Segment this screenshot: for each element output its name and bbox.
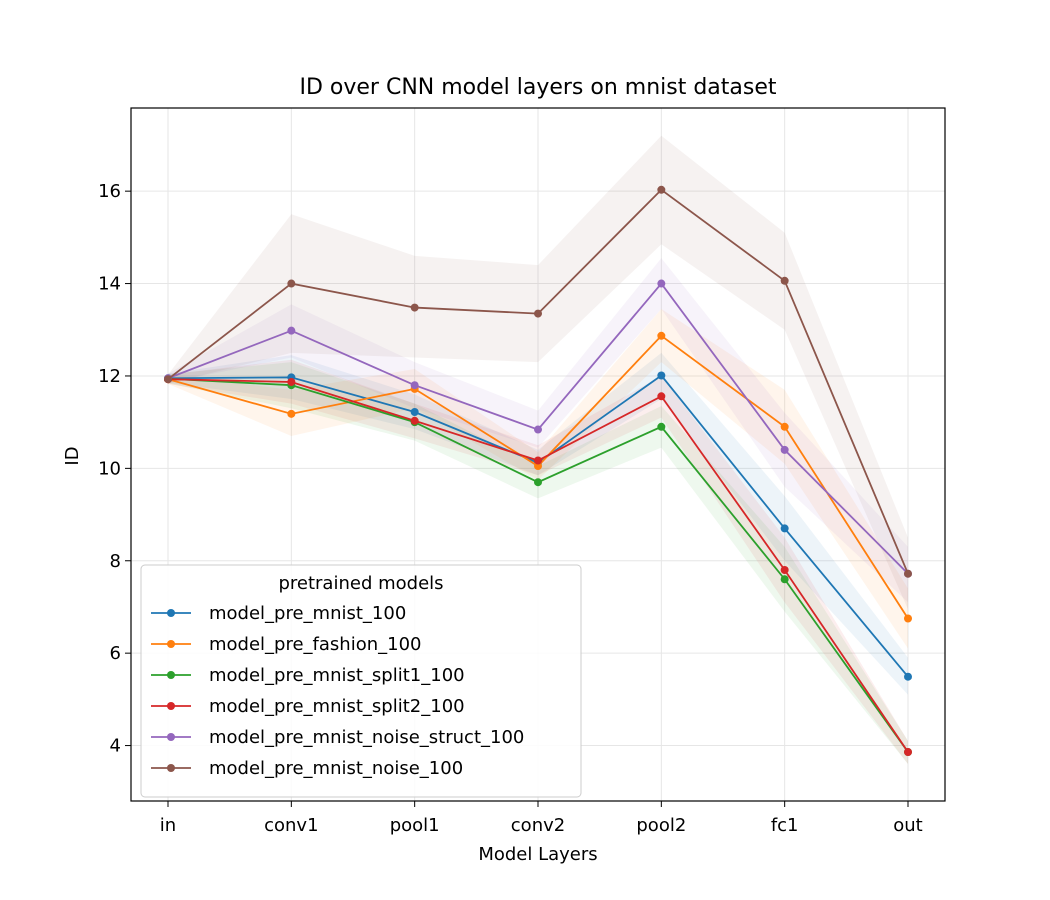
x-tick-label: fc1	[771, 815, 799, 836]
data-point	[780, 276, 789, 285]
data-point	[657, 279, 666, 288]
x-tick-label: conv2	[511, 815, 565, 836]
y-tick-label: 16	[98, 181, 121, 202]
data-point	[287, 377, 296, 386]
data-point	[410, 303, 419, 312]
y-tick-label: 10	[98, 458, 121, 479]
legend-label: model_pre_mnist_split2_100	[209, 696, 465, 717]
data-point	[287, 326, 296, 335]
legend-label: model_pre_mnist_100	[209, 603, 406, 624]
legend-label: model_pre_mnist_split1_100	[209, 665, 465, 686]
y-tick-label: 12	[98, 366, 121, 387]
confidence-band	[168, 362, 908, 765]
x-tick-label: pool1	[390, 815, 440, 836]
legend-label: model_pre_fashion_100	[209, 634, 421, 655]
x-tick-label: in	[160, 815, 176, 836]
x-tick-label: conv1	[264, 815, 318, 836]
x-axis-label: Model Layers	[478, 844, 597, 865]
data-point	[780, 566, 789, 574]
y-tick-label: 8	[110, 551, 121, 572]
grid	[131, 108, 945, 801]
data-point	[657, 371, 666, 380]
x-tick-label: pool2	[636, 815, 686, 836]
data-point	[657, 392, 666, 401]
series-lines	[164, 185, 912, 757]
x-tick-label: out	[893, 815, 922, 836]
legend-label: model_pre_mnist_noise_100	[209, 758, 463, 779]
legend-marker	[167, 671, 175, 679]
confidence-band	[168, 352, 908, 695]
legend-marker	[167, 764, 175, 772]
data-point	[780, 422, 789, 431]
axes: in conv1 pool1 conv2 pool2 fc1 out 4 6 8 10 12 14 16	[98, 107, 946, 836]
data-point	[410, 407, 419, 416]
y-tick-label: 4	[110, 736, 121, 757]
data-point	[657, 331, 666, 340]
data-point	[904, 569, 912, 578]
confidence-band	[168, 135, 908, 610]
data-point	[780, 445, 789, 454]
legend-title: pretrained models	[278, 573, 443, 594]
data-point	[287, 409, 296, 418]
legend-marker	[167, 609, 175, 617]
confidence-band	[168, 359, 908, 765]
data-point	[780, 575, 789, 584]
data-point	[657, 422, 666, 431]
data-point	[534, 456, 542, 465]
legend-label: model_pre_mnist_noise_struct_100	[209, 727, 524, 748]
legend: pretrained models model_pre_mnist_100mode…	[140, 564, 582, 798]
legend-box	[140, 564, 582, 798]
legend-marker	[167, 640, 175, 648]
y-tick-label: 6	[110, 643, 121, 664]
data-point	[287, 279, 296, 288]
data-point	[657, 185, 666, 194]
chart-title: ID over CNN model layers on mnist datase…	[299, 75, 776, 100]
data-point	[904, 672, 912, 681]
legend-marker	[167, 702, 175, 710]
data-point	[410, 381, 419, 390]
y-tick-label: 14	[98, 274, 121, 295]
data-point	[164, 375, 172, 384]
data-point	[410, 416, 419, 425]
data-point	[534, 425, 542, 434]
data-point	[780, 524, 789, 533]
data-point	[904, 748, 912, 757]
legend-marker	[167, 733, 175, 741]
y-axis-label: ID	[62, 446, 83, 465]
data-point	[904, 614, 912, 623]
data-point	[534, 478, 542, 487]
data-point	[534, 309, 542, 318]
data-point	[534, 462, 542, 471]
